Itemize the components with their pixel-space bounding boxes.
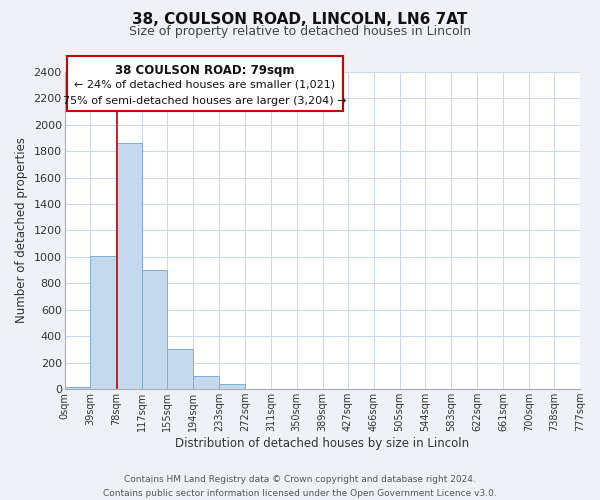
Text: 38, COULSON ROAD, LINCOLN, LN6 7AT: 38, COULSON ROAD, LINCOLN, LN6 7AT bbox=[133, 12, 467, 28]
Bar bbox=[193, 376, 219, 389]
Text: ← 24% of detached houses are smaller (1,021): ← 24% of detached houses are smaller (1,… bbox=[74, 80, 335, 90]
Bar bbox=[219, 384, 245, 389]
Y-axis label: Number of detached properties: Number of detached properties bbox=[15, 138, 28, 324]
FancyBboxPatch shape bbox=[67, 56, 343, 112]
Bar bbox=[65, 386, 91, 389]
Text: Size of property relative to detached houses in Lincoln: Size of property relative to detached ho… bbox=[129, 25, 471, 38]
X-axis label: Distribution of detached houses by size in Lincoln: Distribution of detached houses by size … bbox=[175, 437, 469, 450]
Bar bbox=[91, 256, 116, 389]
Text: Contains HM Land Registry data © Crown copyright and database right 2024.
Contai: Contains HM Land Registry data © Crown c… bbox=[103, 476, 497, 498]
Bar bbox=[167, 350, 193, 389]
Bar bbox=[142, 270, 167, 389]
Text: 38 COULSON ROAD: 79sqm: 38 COULSON ROAD: 79sqm bbox=[115, 64, 295, 77]
Bar bbox=[116, 143, 142, 389]
Text: 75% of semi-detached houses are larger (3,204) →: 75% of semi-detached houses are larger (… bbox=[63, 96, 347, 106]
